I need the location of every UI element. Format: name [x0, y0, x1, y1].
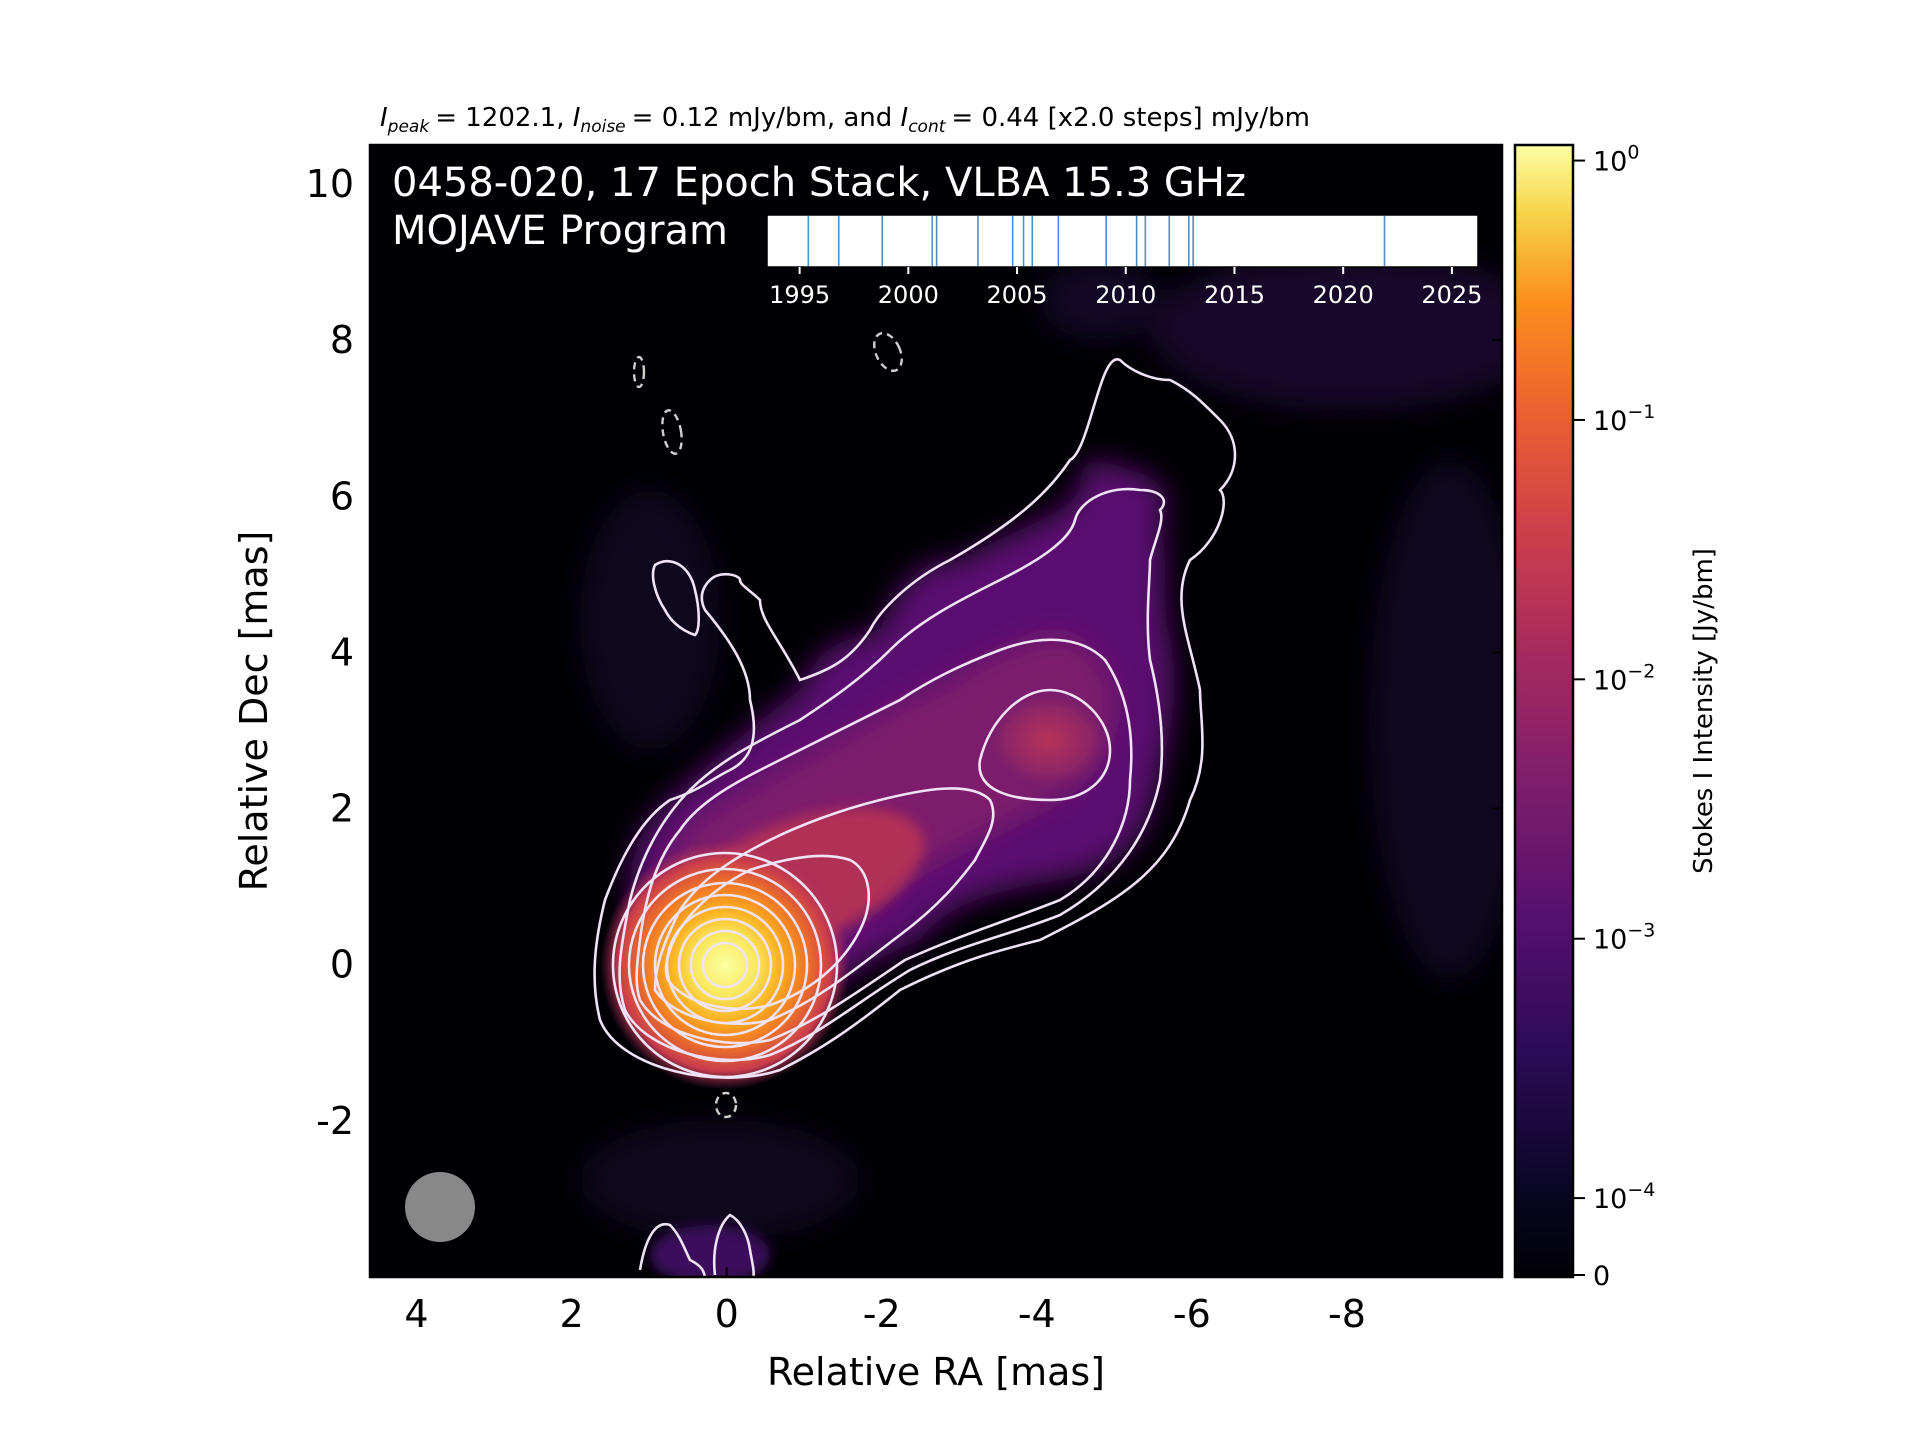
contour-core-6: [677, 917, 773, 1013]
timeline-epochs: [807, 216, 1386, 266]
x-tick-label: -4: [1018, 1292, 1056, 1336]
colorbar-tick-exponent: −3: [1627, 920, 1655, 942]
timeline-tick-label: 1995: [769, 281, 830, 309]
timeline-tick-label: 2015: [1204, 281, 1265, 309]
colorbar-tick-label: 0: [1593, 1261, 1610, 1292]
x-tick-label: 4: [404, 1292, 428, 1336]
x-tick-label: -8: [1328, 1292, 1366, 1336]
plot-frame: [368, 143, 1504, 1279]
title-cont-symbol: I: [901, 103, 909, 133]
contour-core-8: [701, 941, 749, 989]
y-tick-label: 8: [330, 318, 354, 362]
background-noise: [580, 250, 1502, 1240]
contour-core-2: [627, 867, 823, 1063]
source-annotation: 0458-020, 17 Epoch Stack, VLBA 15.3 GHz: [392, 160, 1246, 206]
contour-core-4: [653, 893, 797, 1037]
beam-ellipse: [405, 1172, 475, 1242]
title-noise-value: = 0.12 mJy/bm, and: [632, 103, 901, 133]
colorbar-tick-exponent: 0: [1627, 142, 1639, 164]
colorbar-tick-base: 10: [1593, 147, 1627, 178]
colorbar-tick-label: 10−1: [1593, 401, 1655, 437]
title-noise-sub: noise: [580, 117, 625, 137]
jet-knot: [978, 685, 1118, 795]
epoch-timeline: 1995 2000 2005 2010 2015 2020 2025: [766, 214, 1482, 309]
title-peak-symbol: I: [380, 103, 388, 133]
contour-knot: [978, 688, 1112, 802]
colorbar-frame: [1513, 143, 1575, 1279]
colorbar-tick-base: 10: [1593, 406, 1627, 437]
contours: [593, 358, 1237, 1277]
y-tick-label: -2: [316, 1099, 354, 1143]
title-cont-value: = 0.44 [x2.0 steps] mJy/bm: [951, 103, 1310, 133]
colorbar-tick-label: 10−2: [1593, 660, 1655, 696]
contour-core-1: [611, 851, 839, 1079]
y-tick-label: 0: [330, 943, 354, 987]
contour-core-7: [689, 929, 761, 1001]
colorbar-tick-label: 100: [1593, 142, 1639, 178]
x-tick-label: 2: [559, 1292, 583, 1336]
contour-core-3: [641, 881, 809, 1049]
negative-contour-4: [714, 1091, 738, 1119]
contour-island-south-1: [638, 1222, 707, 1277]
colorbar-tick-exponent: −4: [1627, 1179, 1655, 1201]
title-peak-value: = 1202.1,: [435, 103, 573, 133]
negative-contours: [632, 331, 903, 1119]
colorbar-tick-label: 10−4: [1593, 1179, 1655, 1215]
contour-3: [635, 638, 1133, 1045]
x-tick-label: 0: [715, 1292, 739, 1336]
contour-2: [618, 487, 1166, 1062]
image-plot: 0458-020, 17 Epoch Stack, VLBA 15.3 GHz …: [370, 145, 1502, 1277]
contour-outer: [593, 358, 1237, 1079]
timeline-tick-label: 2025: [1421, 281, 1482, 309]
title-cont-sub: cont: [908, 117, 947, 137]
colorbar-gradient: [1515, 145, 1573, 1277]
colorbar-tick-base: 10: [1593, 665, 1627, 696]
colorbar-tick-base: 10: [1593, 925, 1627, 956]
colorbar-tick-base: 10: [1593, 1184, 1627, 1215]
contour-core-5: [665, 905, 785, 1025]
negative-contour-3: [873, 331, 903, 373]
title-noise-symbol: I: [573, 103, 581, 133]
contour-5: [664, 854, 871, 1011]
y-tick-label: 4: [330, 630, 354, 674]
program-annotation: MOJAVE Program: [392, 208, 728, 254]
x-ticks: 4 2 0 -2 -4 -6 -8: [404, 145, 1366, 1336]
title-peak-sub: peak: [387, 117, 431, 137]
y-tick-label: 10: [306, 162, 354, 206]
x-tick-label: -6: [1173, 1292, 1211, 1336]
y-tick-label: 6: [330, 474, 354, 518]
colorbar-tick-exponent: −1: [1627, 401, 1655, 423]
y-tick-label: 2: [330, 787, 354, 831]
timeline-box: [766, 214, 1479, 268]
contour-island-north: [651, 559, 701, 637]
x-tick-label: -2: [863, 1292, 901, 1336]
timeline-ticks: 1995 2000 2005 2010 2015 2020 2025: [769, 267, 1482, 309]
colorbar-tick-exponent: −2: [1627, 660, 1655, 682]
chart-title: Ipeak = 1202.1, Inoise = 0.12 mJy/bm, and …: [380, 103, 1310, 137]
contour-island-south-2: [713, 1213, 755, 1277]
colorbar-tick-label: 10−3: [1593, 920, 1655, 956]
timeline-tick-label: 2000: [878, 281, 939, 309]
x-axis-label: Relative RA [mas]: [767, 1350, 1105, 1394]
core-emission: [600, 840, 850, 1090]
negative-contour-2: [661, 409, 683, 455]
timeline-tick-label: 2010: [1095, 281, 1156, 309]
colorbar-label: Stokes I Intensity [Jy/bm]: [1689, 548, 1719, 874]
timeline-tick-label: 2020: [1313, 281, 1374, 309]
timeline-tick-label: 2005: [987, 281, 1048, 309]
colorbar-tick-base: 0: [1593, 1261, 1610, 1292]
negative-contour-1: [632, 355, 646, 389]
y-ticks: 10 8 6 4 2 0 -2: [306, 162, 1502, 1143]
y-axis-label: Relative Dec [mas]: [232, 531, 276, 892]
